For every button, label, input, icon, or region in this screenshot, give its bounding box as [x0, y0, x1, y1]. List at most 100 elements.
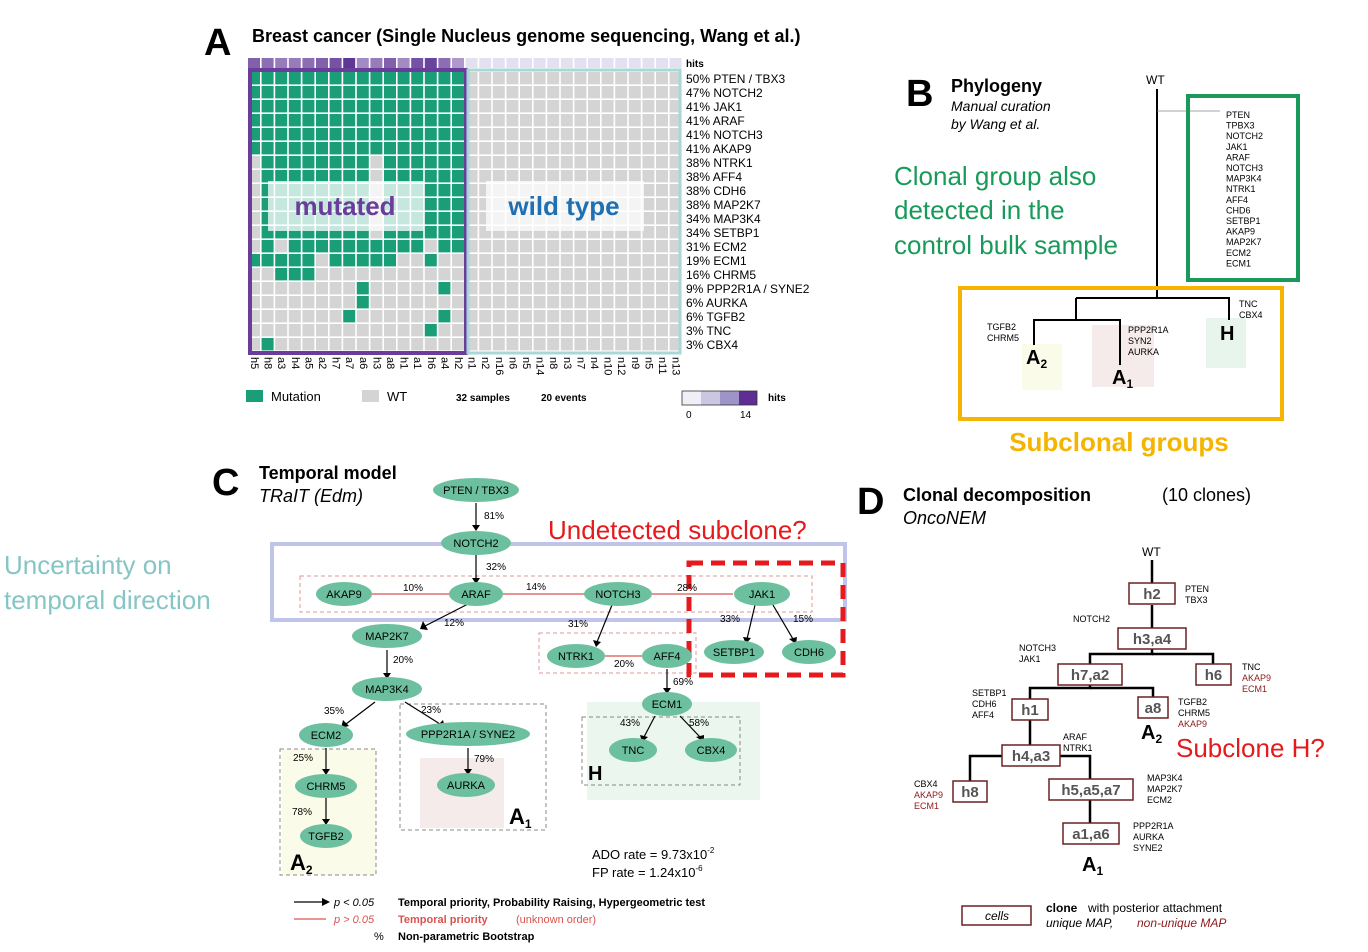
- matrix-cell: [316, 338, 328, 351]
- clonal-gene-list: PTENTPBX3NOTCH2JAK1ARAFNOTCH3MAP3K4NTRK1…: [1226, 110, 1263, 268]
- matrix-cell: [302, 338, 315, 351]
- pct-20-map: 20%: [393, 655, 413, 666]
- node-cbx4: CBX4: [685, 738, 737, 762]
- matrix-cell: [397, 156, 410, 169]
- matrix-cell: [452, 170, 464, 183]
- matrix-cell: [615, 310, 628, 323]
- node-ellipse: [584, 582, 652, 606]
- matrix-cell: [588, 268, 600, 281]
- node-label: CDH6: [794, 647, 824, 659]
- matrix-cell: [329, 254, 342, 267]
- matrix-cell: [329, 128, 342, 141]
- matrix-cell: [356, 268, 369, 281]
- matrix-cell: [275, 310, 288, 323]
- matrix-cell: [343, 170, 356, 183]
- matrix-cell: [560, 72, 573, 85]
- matrix-cell: [452, 254, 464, 267]
- arrow-map2k7: [420, 621, 428, 630]
- clone-label: h7,a2: [1071, 667, 1109, 684]
- matrix-cell: [547, 310, 560, 323]
- scale-step-2: [701, 391, 720, 405]
- matrix-cell: [316, 324, 328, 337]
- matrix-cell: [343, 72, 356, 85]
- matrix-cell: [343, 142, 356, 155]
- matrix-cell: [628, 156, 641, 169]
- matrix-cell: [316, 282, 328, 295]
- matrix-cell: [397, 310, 410, 323]
- hits-bar-cell: [520, 58, 532, 68]
- node-label: NOTCH2: [453, 538, 498, 550]
- hits-bar-cell: [329, 58, 342, 68]
- legend-3-text: Non-parametric Bootstrap: [398, 931, 535, 943]
- node-ellipse: [734, 582, 790, 606]
- matrix-cell: [424, 156, 437, 169]
- matrix-cell: [384, 86, 396, 99]
- matrix-cell: [642, 310, 655, 323]
- matrix-cell: [533, 86, 546, 99]
- matrix-cell: [370, 240, 383, 253]
- h1-gene-2: CDH6: [972, 699, 997, 709]
- temporal-edges: [325, 503, 794, 821]
- h8-gene-1: CBX4: [914, 779, 938, 789]
- matrix-cell: [356, 100, 369, 113]
- matrix-cell: [533, 282, 546, 295]
- node-ellipse: [642, 644, 692, 668]
- matrix-cell: [574, 128, 587, 141]
- matrix-cell: [588, 338, 600, 351]
- node-pten: PTEN / TBX3: [433, 478, 519, 502]
- node-label: TGFB2: [308, 831, 343, 843]
- matrix-cell: [424, 338, 437, 351]
- matrix-cell: [288, 72, 301, 85]
- sample-label: h2: [452, 357, 464, 369]
- matrix-cell: [397, 86, 410, 99]
- matrix-cell: [492, 142, 505, 155]
- node-chrm5: CHRM5: [295, 774, 357, 798]
- node-ellipse: [316, 582, 372, 606]
- sample-label: n8: [547, 357, 559, 369]
- matrix-cell: [424, 240, 437, 253]
- node-ntrk1: NTRK1: [547, 644, 605, 668]
- matrix-cell: [574, 156, 587, 169]
- matrix-cell: [316, 114, 328, 127]
- a2-group-box: [279, 748, 377, 876]
- matrix-cell: [424, 142, 437, 155]
- matrix-cell: [343, 240, 356, 253]
- hits-bar-cell: [356, 58, 369, 68]
- matrix-cell: [520, 310, 532, 323]
- legend-mutation-swatch: [246, 390, 263, 402]
- d-edge-h4a3-h8: [968, 754, 1002, 781]
- node-label: MAP3K4: [365, 684, 408, 696]
- h-gene-1: TNC: [1239, 299, 1258, 309]
- matrix-cell: [370, 100, 383, 113]
- matrix-cell: [275, 86, 288, 99]
- matrix-cell: [438, 212, 451, 225]
- matrix-cell: [656, 240, 668, 253]
- matrix-cell: [492, 156, 505, 169]
- matrix-cell: [492, 338, 505, 351]
- matrix-cell: [329, 282, 342, 295]
- matrix-cell: [506, 310, 519, 323]
- scale-step-4: [739, 391, 757, 405]
- matrix-cell: [397, 296, 410, 309]
- legend-2-text: Temporal priority: [398, 914, 489, 926]
- gene-label: 3% CBX4: [686, 338, 738, 352]
- matrix-cell: [574, 240, 587, 253]
- matrix-cell: [492, 86, 505, 99]
- matrix-cell: [329, 268, 342, 281]
- matrix-cell: [424, 212, 437, 225]
- h6-gene-1: TNC: [1242, 662, 1261, 672]
- matrix-cell: [397, 142, 410, 155]
- matrix-cell: [479, 100, 492, 113]
- matrix-cell: [628, 310, 641, 323]
- b-branch-h: [1076, 297, 1230, 320]
- ado-rate: ADO rate = 9.73x10-2: [592, 846, 715, 862]
- matrix-cell: [533, 114, 546, 127]
- matrix-cell: [547, 86, 560, 99]
- matrix-cell: [302, 72, 315, 85]
- gene-label: 41% AKAP9: [686, 142, 752, 156]
- matrix-cell: [384, 128, 396, 141]
- matrix-cell: [316, 240, 328, 253]
- panel-d-letter: D: [857, 481, 884, 523]
- matrix-cell: [370, 170, 383, 183]
